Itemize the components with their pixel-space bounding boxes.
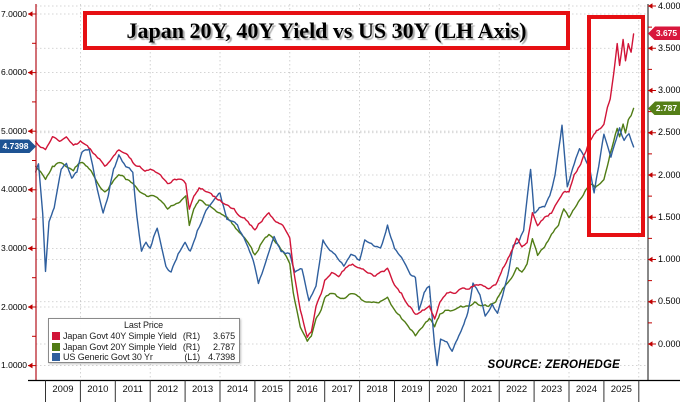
- left-axis-tick-label: 4.0000: [1, 184, 27, 195]
- legend-series-name: US Generic Govt 30 Yr: [63, 352, 153, 362]
- left-axis-tick-label: 1.0000: [1, 360, 27, 371]
- series-line-R1: [35, 33, 635, 338]
- jp20y-last-price-flag: 2.787: [648, 101, 680, 116]
- legend: Last Price Japan Govt 40Y Simple Yield (R…: [48, 318, 240, 363]
- series-line-R1: [35, 107, 635, 342]
- legend-series-name: Japan Govt 20Y Simple Yield: [63, 341, 177, 352]
- legend-rows: Japan Govt 40Y Simple Yield (R1) 3.675 Japa…: [52, 331, 235, 363]
- legend-last-price: 2.787: [212, 341, 235, 352]
- left-axis-tick-label: 7.0000: [1, 8, 27, 19]
- legend-swatch-icon: [52, 342, 60, 351]
- left-axis-tick-label: 6.0000: [1, 67, 27, 78]
- right-tick-arrow: [648, 3, 653, 9]
- right-tick-arrow: [648, 87, 653, 94]
- left-tick-arrow: [28, 11, 33, 17]
- left-tick-arrow: [28, 128, 33, 134]
- left-axis-tick-label: 3.0000: [1, 242, 27, 253]
- legend-axis-tag: (R1): [182, 331, 200, 341]
- legend-title: Last Price: [123, 320, 164, 330]
- right-tick-arrow: [648, 45, 653, 52]
- right-axis-tick-label: 0.500: [658, 296, 680, 307]
- year-label: 2009: [52, 384, 74, 395]
- year-label: 2013: [191, 384, 214, 395]
- year-label: 2014: [226, 384, 249, 395]
- right-tick-arrow: [648, 214, 653, 221]
- year-label: 2015: [261, 384, 283, 395]
- year-label: 2017: [331, 384, 353, 395]
- year-label: 2012: [157, 384, 179, 395]
- us30y-last-price-flag: 4.7398: [0, 139, 36, 154]
- year-label: 2010: [87, 384, 109, 395]
- year-label: 2021: [471, 384, 493, 395]
- left-tick-arrow: [28, 187, 33, 193]
- right-tick-arrow: [648, 172, 653, 178]
- year-label: 2019: [401, 384, 423, 395]
- right-axis-tick-label: 0.000: [658, 338, 680, 349]
- right-axis-tick-label: 1.500: [658, 211, 680, 222]
- right-axis-tick-label: 2.500: [658, 127, 680, 138]
- right-axis-tick-label: 3.000: [658, 85, 680, 95]
- year-label: 2025: [610, 384, 632, 395]
- year-label: 2023: [540, 384, 563, 395]
- right-tick-arrow: [648, 298, 653, 305]
- legend-axis-tag: (R1): [182, 341, 200, 352]
- legend-series-name: Japan Govt 40Y Simple Yield: [63, 331, 177, 341]
- left-tick-arrow: [28, 69, 33, 76]
- left-tick-arrow: [28, 304, 33, 310]
- year-label: 2016: [296, 384, 318, 395]
- year-label: 2018: [366, 384, 388, 395]
- year-label: 2024: [575, 384, 598, 395]
- left-tick-arrow: [28, 245, 33, 252]
- right-axis-tick-label: 2.000: [658, 169, 680, 180]
- year-label: 2022: [506, 384, 528, 395]
- left-axis-tick-label: 5.0000: [1, 125, 27, 136]
- right-tick-arrow: [648, 129, 653, 136]
- legend-swatch-icon: [52, 332, 60, 341]
- right-axis-tick-label: 3.500: [658, 42, 680, 53]
- legend-last-price: 4.7398: [208, 352, 235, 362]
- series-line-L1: [35, 124, 635, 367]
- legend-last-price: 3.675: [212, 331, 235, 341]
- right-tick-arrow: [648, 256, 653, 263]
- legend-axis-tag: (L1): [184, 352, 200, 362]
- legend-row: Japan Govt 40Y Simple Yield (R1) 3.675: [52, 331, 235, 342]
- right-axis-tick-label: 1.000: [658, 254, 680, 264]
- source-credit: SOURCE: ZEROHEDGE: [487, 359, 620, 371]
- legend-row: Japan Govt 20Y Simple Yield (R1) 2.787: [52, 342, 235, 353]
- chart-title: Japan 20Y, 40Y Yield vs US 30Y (LH Axis): [126, 17, 527, 43]
- year-label: 2020: [436, 384, 458, 395]
- chart-title-box: Japan 20Y, 40Y Yield vs US 30Y (LH Axis): [83, 11, 570, 50]
- legend-row: US Generic Govt 30 Yr (L1) 4.7398: [52, 352, 235, 363]
- jp40y-last-price-flag: 3.675: [648, 26, 680, 41]
- right-axis-tick-label: 4.000: [658, 0, 680, 11]
- left-axis-tick-label: 2.0000: [1, 301, 27, 312]
- left-tick-arrow: [28, 362, 33, 369]
- right-tick-arrow: [648, 341, 653, 347]
- legend-swatch-icon: [52, 353, 60, 362]
- year-label: 2011: [122, 384, 143, 395]
